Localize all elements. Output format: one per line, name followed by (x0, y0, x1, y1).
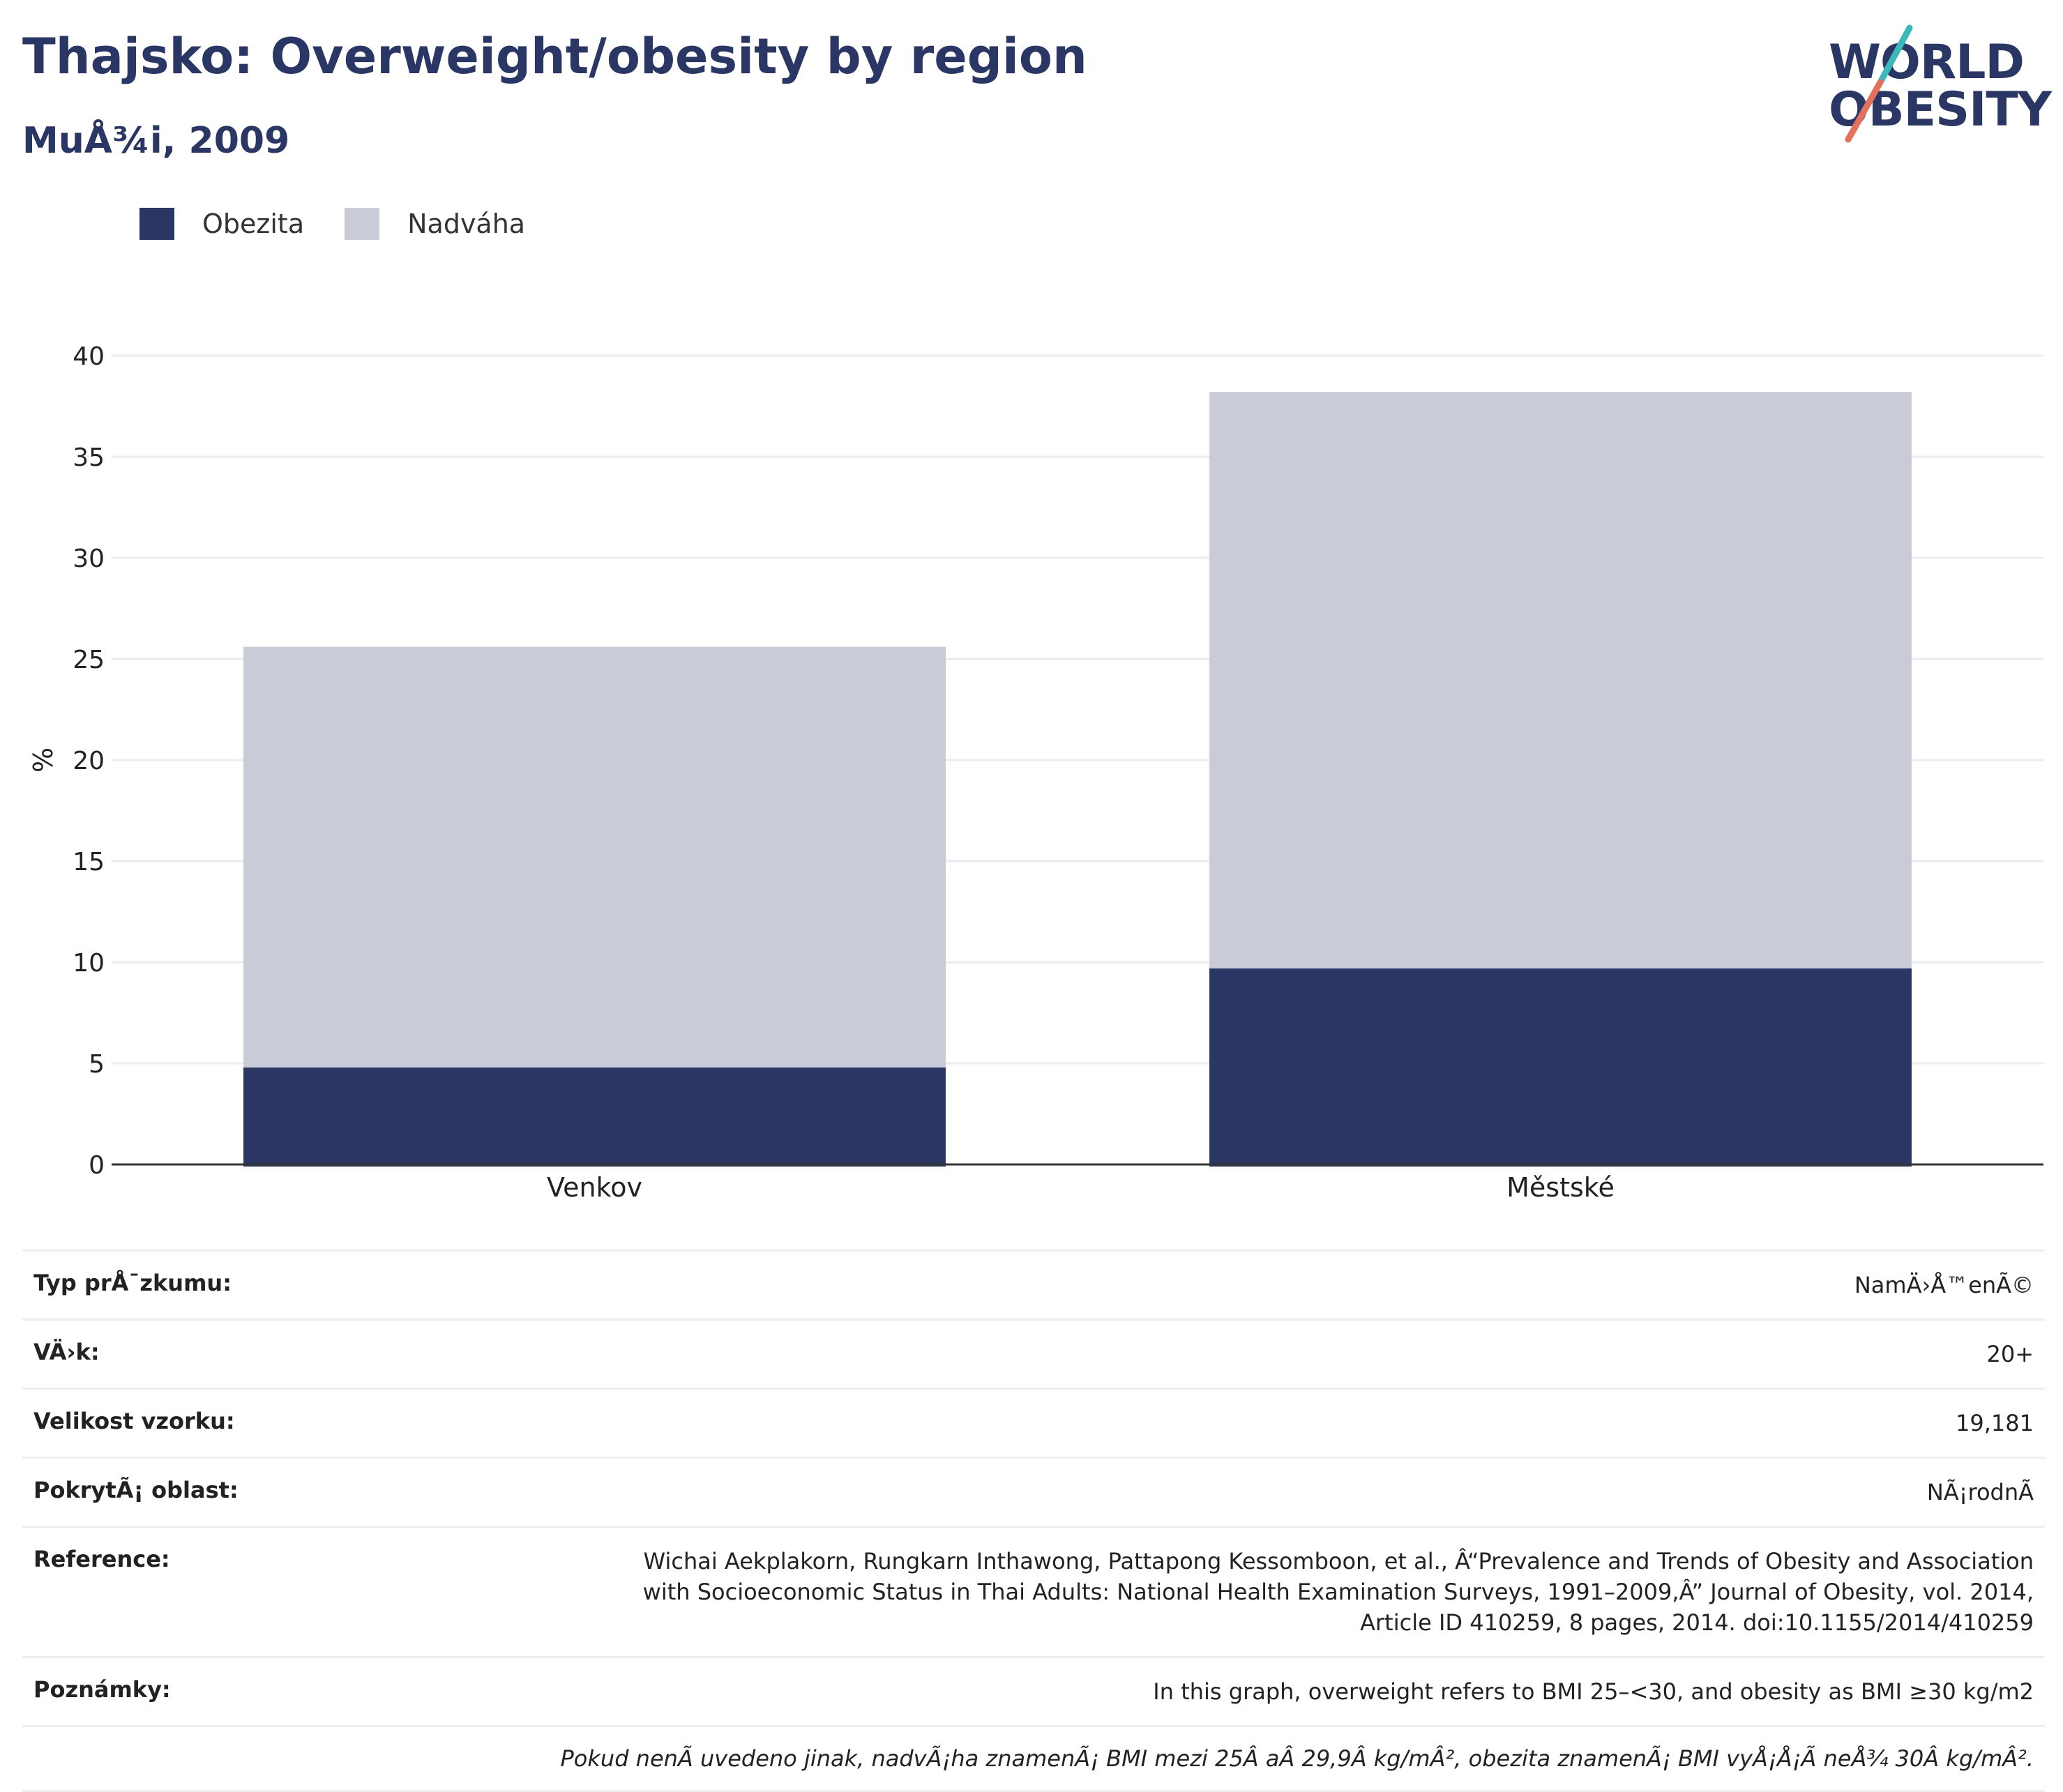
info-value: In this graph, overweight refers to BMI … (1153, 1678, 2034, 1705)
bar-overweight (1209, 392, 1912, 969)
legend-label-overweight: Nadváha (407, 208, 526, 239)
info-value: 20+ (1986, 1341, 2034, 1367)
legend-swatch-overweight (345, 208, 380, 240)
legend-swatch-obesity (139, 208, 174, 240)
y-tick-label: 30 (73, 545, 105, 573)
info-row-notes: Poznámky: In this graph, overweight refe… (22, 1656, 2045, 1725)
info-row-reference: Reference: Wichai Aekplakorn, Rungkarn I… (22, 1526, 2045, 1656)
info-label: Poznámky: (33, 1676, 171, 1703)
chart-subtitle: MuÅ¾i, 2009 (22, 120, 290, 162)
bar-overweight (243, 646, 946, 1068)
bar-chart: 0 5 10 15 20 25 30 35 40% Venkov Městské (28, 342, 2043, 1203)
info-row-sample-size: Velikost vzorku: 19,181 (22, 1388, 2045, 1457)
info-row-age: VÄ›k: 20+ (22, 1319, 2045, 1388)
y-tick-label: 20 (73, 747, 105, 775)
y-tick-label: 25 (73, 646, 105, 674)
chart-legend: Obezita Nadváha (139, 208, 566, 240)
logo-slash-icon (1845, 24, 1913, 143)
x-tick-label: Městské (1506, 1172, 1615, 1203)
x-tick-label: Venkov (547, 1172, 642, 1203)
info-label: VÄ›k: (33, 1339, 100, 1365)
info-value: NamÄ›Å™enÃ© (1854, 1272, 2034, 1298)
legend-label-obesity: Obezita (202, 208, 305, 239)
legend-item-overweight[interactable]: Nadváha (345, 208, 525, 240)
info-label: Typ prÅ¯zkumu: (33, 1270, 232, 1296)
y-tick-label: 15 (73, 848, 105, 876)
info-label: Velikost vzorku: (33, 1408, 235, 1434)
y-tick-label: 40 (73, 342, 105, 371)
y-tick-label: 10 (73, 949, 105, 978)
info-row-area: PokrytÃ¡ oblast: NÃ¡rodnÃ (22, 1457, 2045, 1526)
info-value-reference: Wichai Aekplakorn, Rungkarn Inthawong, P… (642, 1548, 2034, 1636)
info-row-footnote: Pokud nenÃ uvedeno jinak, nadvÃ¡ha zname… (22, 1725, 2045, 1792)
y-tick-label: 5 (89, 1050, 105, 1079)
info-label: PokrytÃ¡ oblast: (33, 1477, 239, 1503)
world-obesity-logo: WORLD OBESITY (1827, 21, 2052, 146)
info-value: 19,181 (1956, 1410, 2034, 1436)
info-row-survey-type: Typ prÅ¯zkumu: NamÄ›Å™enÃ© (22, 1250, 2045, 1319)
y-axis-label: % (28, 747, 59, 773)
info-value: NÃ¡rodnÃ (1926, 1479, 2034, 1505)
legend-item-obesity[interactable]: Obezita (139, 208, 304, 240)
logo-text-line1: WORLD (1829, 35, 2025, 90)
chart-title: Thajsko: Overweight/obesity by region (22, 28, 1087, 85)
y-tick-label: 0 (89, 1151, 105, 1180)
info-label: Reference: (33, 1546, 170, 1572)
survey-info-table: Typ prÅ¯zkumu: NamÄ›Å™enÃ© VÄ›k: 20+ Vel… (22, 1250, 2045, 1792)
bar-obesity (243, 1067, 946, 1167)
y-tick-label: 35 (73, 443, 105, 472)
footnote: Pokud nenÃ uvedeno jinak, nadvÃ¡ha zname… (560, 1745, 2034, 1772)
bar-obesity (1209, 968, 1912, 1167)
